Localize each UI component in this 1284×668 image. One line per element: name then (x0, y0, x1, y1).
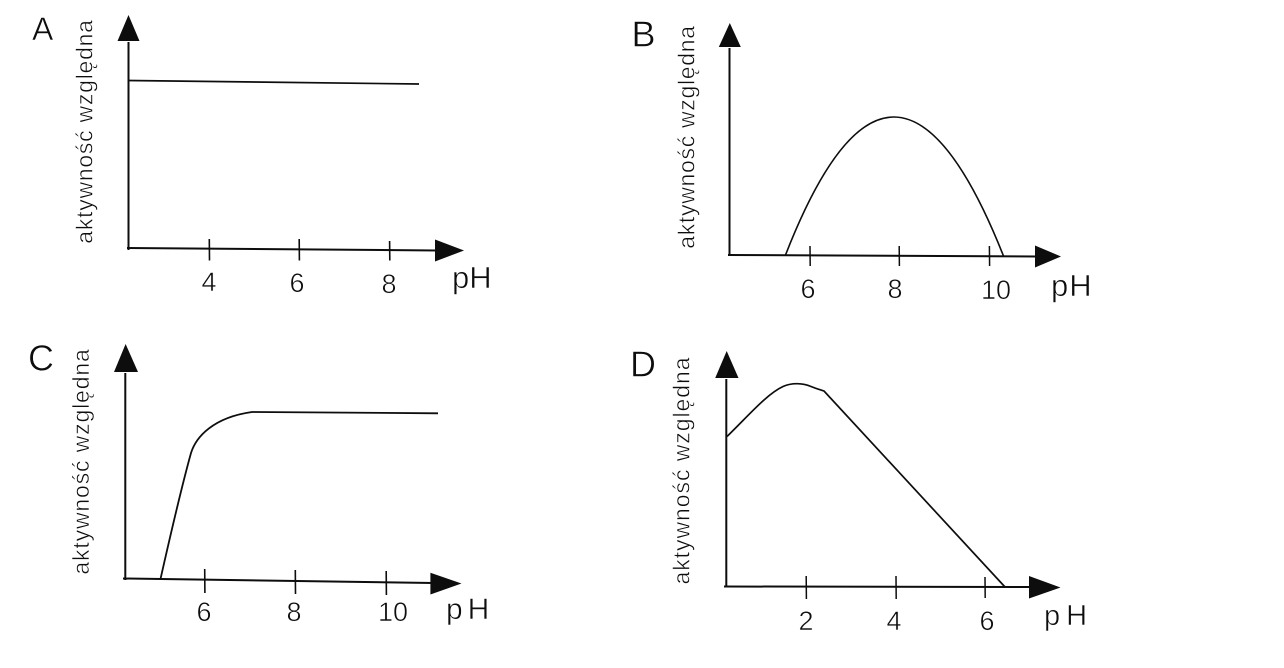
svg-text:pH: pH (1051, 268, 1093, 303)
svg-text:aktywność względna: aktywność względna (669, 356, 695, 584)
svg-text:aktywność względna: aktywność względna (68, 348, 94, 574)
svg-text:pH: pH (1044, 600, 1093, 632)
svg-text:pH: pH (452, 260, 492, 295)
svg-text:D: D (630, 344, 656, 385)
svg-text:A: A (32, 11, 54, 47)
svg-text:4: 4 (886, 606, 901, 636)
svg-text:6: 6 (800, 274, 815, 304)
svg-text:aktywność względna: aktywność względna (674, 25, 700, 249)
svg-text:B: B (632, 14, 656, 55)
svg-text:8: 8 (887, 274, 902, 304)
svg-text:8: 8 (381, 269, 396, 299)
svg-text:C: C (28, 338, 54, 379)
svg-text:8: 8 (286, 597, 301, 627)
svg-text:2: 2 (798, 606, 813, 636)
svg-text:6: 6 (979, 606, 994, 636)
svg-text:6: 6 (289, 268, 304, 298)
svg-text:4: 4 (201, 267, 216, 297)
svg-text:6: 6 (196, 597, 211, 627)
svg-text:pH: pH (446, 593, 494, 626)
svg-text:aktywność względna: aktywność względna (72, 19, 98, 243)
svg-text:10: 10 (378, 597, 408, 627)
svg-text:10: 10 (981, 275, 1011, 305)
